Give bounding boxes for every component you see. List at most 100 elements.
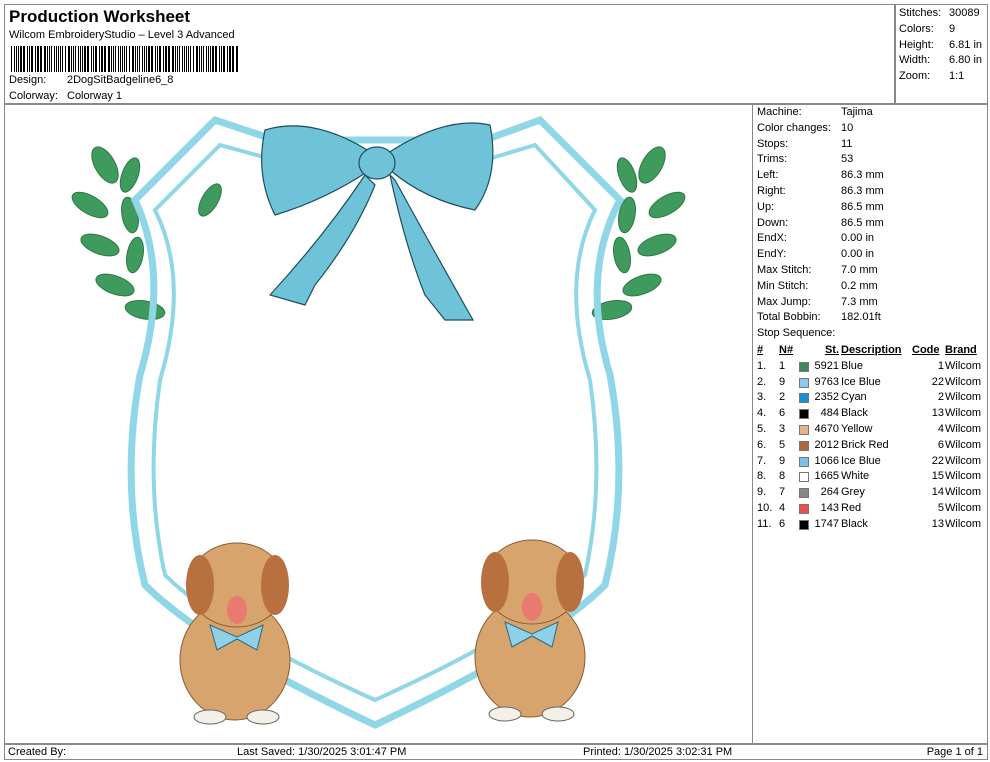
color-code: 13 bbox=[931, 407, 944, 420]
info-row: Trims: 53 bbox=[757, 153, 853, 165]
color-swatch-icon bbox=[799, 503, 809, 514]
stat-row: Height: 6.81 in bbox=[899, 39, 982, 51]
color-description: Black bbox=[841, 517, 868, 530]
info-row: Machine: Tajima bbox=[757, 106, 873, 118]
info-value: 7.3 mm bbox=[841, 295, 878, 308]
table-row: 11. 6 1747 Black 13 Wilcom bbox=[757, 518, 987, 534]
color-description: Ice Blue bbox=[841, 454, 881, 467]
color-swatch-icon bbox=[799, 456, 809, 467]
color-swatch-icon bbox=[799, 361, 809, 372]
color-description: Grey bbox=[841, 486, 865, 499]
color-description: Black bbox=[841, 407, 868, 420]
stat-value: 1:1 bbox=[949, 70, 965, 83]
stitch-count: 2352 bbox=[814, 391, 839, 404]
stat-value: 6.81 in bbox=[949, 38, 983, 51]
info-row: Min Stitch: 0.2 mm bbox=[757, 280, 878, 292]
info-value: 86.5 mm bbox=[841, 200, 884, 213]
info-label: Right: bbox=[757, 185, 786, 197]
stop-num: 9. bbox=[757, 486, 767, 499]
footer: Created By: Last Saved: 1/30/2025 3:01:4… bbox=[4, 744, 988, 760]
design-name: 2DogSitBadgeline6_8 bbox=[67, 74, 174, 86]
dog-right-icon bbox=[474, 539, 586, 722]
stop-num: 1. bbox=[757, 359, 767, 372]
colorway-row: Colorway: Colorway 1 bbox=[9, 90, 122, 102]
info-label: Max Jump: bbox=[757, 295, 811, 308]
thread-brand: Wilcom bbox=[945, 454, 982, 467]
info-label: Total Bobbin: bbox=[757, 311, 821, 324]
info-label: EndX: bbox=[757, 232, 787, 245]
info-value: 86.5 mm bbox=[841, 216, 884, 229]
needle-num: 5 bbox=[779, 438, 786, 451]
thread-brand: Wilcom bbox=[945, 391, 982, 404]
barcode bbox=[11, 46, 275, 72]
page-number: Page 1 of 1 bbox=[926, 746, 983, 758]
needle-num: 2 bbox=[779, 391, 786, 404]
color-swatch-icon bbox=[799, 424, 809, 435]
table-row: 1. 1 5921 Blue 1 Wilcom bbox=[757, 360, 987, 376]
color-swatch-icon bbox=[799, 488, 809, 499]
stat-row: Stitches: 30089 bbox=[899, 7, 980, 19]
info-value: 11 bbox=[841, 137, 853, 150]
thread-brand: Wilcom bbox=[945, 375, 982, 388]
info-value: 182.01ft bbox=[841, 311, 881, 324]
bow-icon bbox=[261, 122, 494, 321]
stitch-count: 4670 bbox=[814, 422, 839, 435]
info-label: Up: bbox=[757, 200, 775, 213]
info-panel: Machine: Tajima Color changes: 10 Stops: 11 Tr… bbox=[752, 104, 988, 744]
stitch-count: 484 bbox=[820, 407, 839, 420]
table-row: 10. 4 143 Red 5 Wilcom bbox=[757, 502, 987, 518]
color-swatch-icon bbox=[799, 472, 809, 483]
stop-num: 10. bbox=[757, 501, 773, 514]
stat-label: Zoom: bbox=[899, 70, 931, 83]
thread-brand: Wilcom bbox=[945, 517, 982, 530]
info-row: Up: 86.5 mm bbox=[757, 200, 884, 213]
thread-brand: Wilcom bbox=[945, 359, 982, 372]
info-row: EndX: 0.00 in bbox=[757, 232, 874, 245]
info-value: 86.3 mm bbox=[841, 185, 884, 197]
stat-row: Width: 6.80 in bbox=[899, 54, 982, 67]
needle-num: 8 bbox=[779, 470, 786, 483]
thread-brand: Wilcom bbox=[945, 486, 982, 499]
color-description: Yellow bbox=[841, 422, 873, 435]
last-saved: Last Saved: 1/30/2025 3:01:47 PM bbox=[237, 746, 407, 758]
colorway-label: Colorway: bbox=[9, 90, 58, 102]
printed-date: Printed: 1/30/2025 3:02:31 PM bbox=[583, 746, 733, 758]
needle-num: 9 bbox=[779, 375, 786, 388]
stop-sequence-table: # N# St. Description Code Brand 1. 1 592… bbox=[757, 344, 987, 534]
info-label: EndY: bbox=[757, 248, 787, 261]
info-row: Color changes: 10 bbox=[757, 122, 853, 134]
color-description: Brick Red bbox=[841, 438, 889, 451]
color-description: Ice Blue bbox=[841, 375, 881, 388]
stop-num: 3. bbox=[757, 391, 767, 404]
table-header: # N# St. Description Code Brand bbox=[757, 344, 987, 360]
col-n: N# bbox=[779, 344, 794, 356]
stat-label: Width: bbox=[899, 54, 931, 67]
info-label: Down: bbox=[757, 216, 789, 229]
thread-brand: Wilcom bbox=[945, 501, 982, 514]
stitch-count: 5921 bbox=[814, 359, 839, 372]
color-code: 13 bbox=[931, 517, 944, 530]
design-preview bbox=[4, 104, 753, 744]
color-code: 2 bbox=[937, 391, 944, 404]
col-brand: Brand bbox=[945, 344, 977, 356]
info-label: Stops: bbox=[757, 137, 789, 150]
table-row: 8. 8 1665 White 15 Wilcom bbox=[757, 470, 987, 486]
needle-num: 6 bbox=[779, 407, 786, 420]
col-num: # bbox=[757, 344, 764, 356]
thread-brand: Wilcom bbox=[945, 407, 982, 420]
color-code: 14 bbox=[931, 486, 944, 499]
leaves-right-icon bbox=[591, 146, 686, 321]
info-value: 7.0 mm bbox=[841, 264, 878, 276]
thread-brand: Wilcom bbox=[945, 470, 982, 483]
shield-frame-icon bbox=[127, 115, 625, 729]
page-title: Production Worksheet bbox=[9, 7, 191, 26]
info-row: Down: 86.5 mm bbox=[757, 216, 884, 229]
leaves-left-icon bbox=[71, 146, 222, 321]
table-row: 9. 7 264 Grey 14 Wilcom bbox=[757, 486, 987, 502]
stop-num: 2. bbox=[757, 375, 767, 388]
stitch-count: 1066 bbox=[814, 454, 839, 467]
info-label: Machine: bbox=[757, 106, 802, 118]
info-value: 10 bbox=[841, 121, 854, 134]
info-value: 86.3 mm bbox=[841, 169, 884, 182]
info-row: Left: 86.3 mm bbox=[757, 169, 884, 181]
